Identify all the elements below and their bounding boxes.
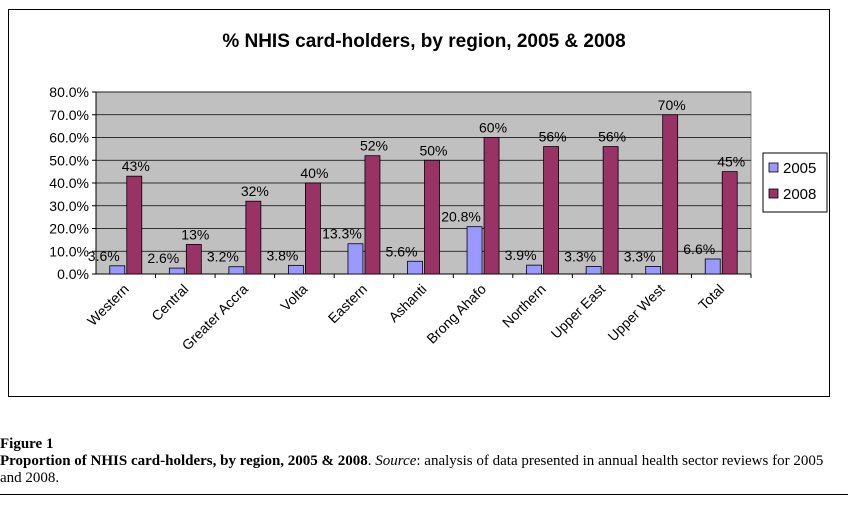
chart-container: % NHIS card-holders, by region, 2005 & 2…: [8, 9, 830, 397]
figure-caption: Figure 1 Proportion of NHIS card-holders…: [0, 436, 848, 487]
data-label-2008: 13%: [181, 226, 209, 242]
x-tick-label: Total: [695, 281, 727, 313]
bar-chart: % NHIS card-holders, by region, 2005 & 2…: [49, 31, 828, 353]
bar-2008: [602, 146, 619, 275]
y-tick-label: 0.0%: [57, 266, 89, 282]
bar-2008: [662, 114, 679, 275]
x-tick-label: Northern: [499, 281, 549, 331]
bar-2008: [364, 155, 381, 275]
bar-2005: [407, 260, 423, 275]
data-label-2008: 45%: [717, 154, 745, 170]
x-tick-label: Brong Ahafo: [423, 281, 489, 347]
bar-2005: [645, 266, 662, 275]
y-tick-label: 20.0%: [49, 221, 89, 237]
legend-swatch-2005: [768, 162, 779, 173]
legend-swatch-2008: [768, 188, 779, 199]
figure-label: Figure 1: [0, 436, 54, 452]
data-label-2008: 43%: [122, 158, 150, 174]
y-tick-label: 10.0%: [49, 243, 89, 259]
bar-2005: [109, 265, 126, 275]
data-label-2008: 70%: [658, 97, 686, 113]
legend-label-2005: 2005: [783, 160, 816, 177]
data-label-2008: 56%: [598, 129, 626, 145]
bar-2008: [126, 175, 143, 275]
bottom-rule: [0, 494, 848, 495]
data-label-2008: 40%: [300, 165, 328, 181]
chart-title: % NHIS card-holders, by region, 2005 & 2…: [222, 31, 625, 52]
data-label-2008: 50%: [419, 142, 447, 158]
x-tick-label: Upper West: [604, 281, 667, 344]
data-label-2005: 6.6%: [683, 241, 715, 257]
bar-2005: [585, 266, 602, 275]
data-label-2005: 3.2%: [207, 249, 239, 265]
bar-2005: [526, 264, 542, 275]
bar-2008: [424, 159, 440, 275]
y-tick-label: 60.0%: [49, 130, 89, 146]
caption-period: .: [367, 453, 376, 469]
bar-2008: [543, 146, 559, 275]
caption-text: : analysis of data presented in annual h…: [0, 453, 824, 486]
data-label-2008: 60%: [479, 120, 507, 136]
data-label-2008: 32%: [241, 183, 269, 199]
x-tick-label: Eastern: [325, 281, 370, 326]
data-label-2005: 3.9%: [505, 247, 537, 263]
y-tick-label: 30.0%: [49, 198, 89, 214]
data-label-2008: 52%: [360, 138, 388, 154]
bar-2005: [466, 226, 483, 275]
bar-2008: [185, 244, 202, 275]
bar-2005: [288, 264, 304, 275]
bar-2005: [228, 266, 245, 275]
bar-2008: [245, 200, 262, 275]
bar-2005: [704, 258, 721, 275]
data-label-2005: 5.6%: [386, 243, 418, 259]
bar-2005: [168, 267, 185, 275]
x-tick-label: Volta: [277, 281, 310, 314]
data-label-2005: 3.3%: [624, 248, 656, 264]
data-label-2005: 20.8%: [441, 209, 481, 225]
data-label-2005: 3.3%: [564, 248, 596, 264]
x-tick-label: Western: [84, 281, 132, 329]
legend-label-2008: 2008: [783, 186, 816, 203]
y-tick-label: 70.0%: [49, 107, 89, 123]
x-tick-label: Ashanti: [385, 281, 429, 325]
data-label-2005: 13.3%: [322, 226, 362, 242]
caption-title: Proportion of NHIS card-holders, by regi…: [0, 453, 368, 469]
bar-2008: [483, 137, 500, 275]
y-tick-label: 40.0%: [49, 175, 89, 191]
y-tick-label: 80.0%: [49, 84, 89, 100]
data-label-2008: 56%: [539, 129, 567, 145]
data-label-2005: 2.6%: [147, 250, 179, 266]
x-tick-label: Central: [148, 281, 191, 324]
bar-2008: [721, 171, 738, 275]
bar-2005: [347, 243, 364, 275]
bar-2008: [305, 182, 321, 275]
data-label-2005: 3.8%: [266, 247, 298, 263]
y-tick-label: 50.0%: [49, 152, 89, 168]
data-label-2005: 3.6%: [88, 248, 120, 264]
x-tick-label: Upper East: [547, 281, 608, 342]
caption-source-label: Source: [375, 453, 417, 469]
